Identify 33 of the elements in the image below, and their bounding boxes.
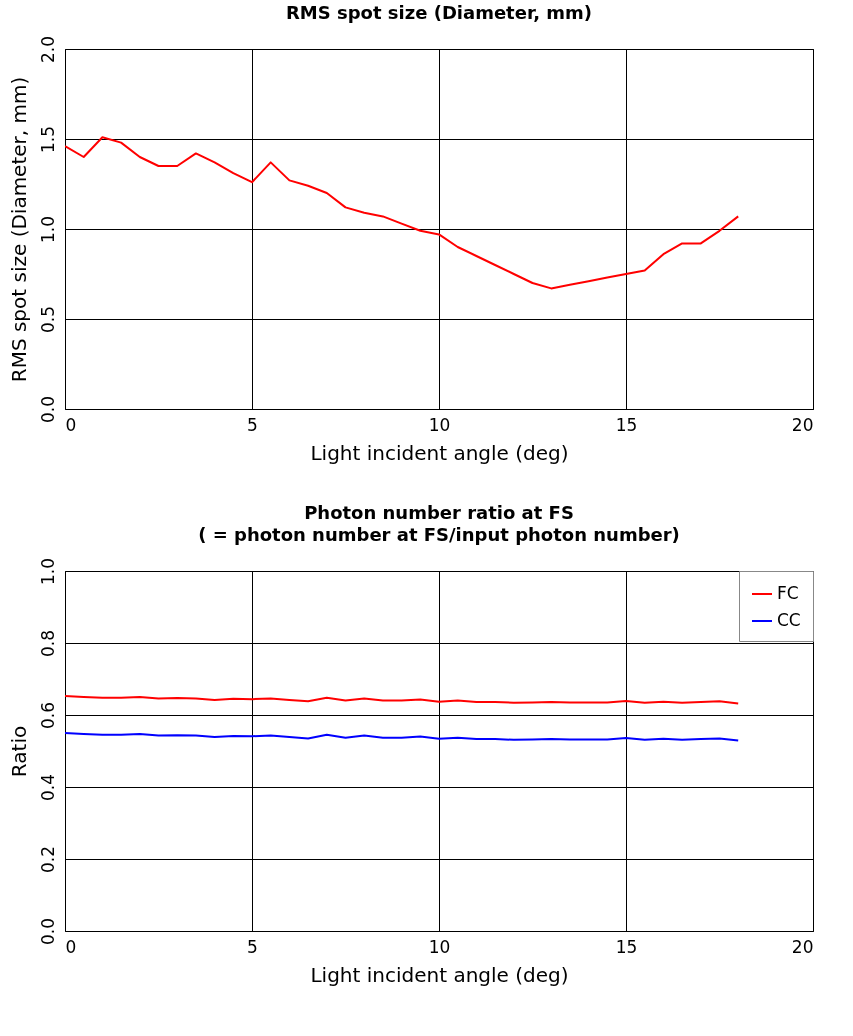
line-series <box>65 732 740 742</box>
chart-subtitle: ( = photon number at FS/input photon number) <box>198 524 680 546</box>
y-tick-label: 0.6 <box>37 701 58 730</box>
y-tick-label: 2.0 <box>37 35 58 64</box>
x-tick-label: 10 <box>428 414 451 435</box>
line-series <box>65 136 740 290</box>
y-axis-title: Ratio <box>6 725 31 778</box>
x-tick-label: 10 <box>428 936 451 957</box>
y-tick-label: 0.8 <box>37 629 58 658</box>
x-tick-label: 20 <box>791 414 814 435</box>
y-tick-label: 0.5 <box>37 305 58 334</box>
y-tick-label: 0.2 <box>37 845 58 874</box>
chart-title: Photon number ratio at FS <box>304 502 574 524</box>
x-tick-label: 5 <box>247 414 258 435</box>
y-tick-label: 0.0 <box>37 395 58 424</box>
x-axis-title: Light incident angle (deg) <box>310 962 569 987</box>
y-tick-label: 0.0 <box>37 917 58 946</box>
x-axis-title: Light incident angle (deg) <box>310 440 569 465</box>
x-tick-label: 0 <box>65 414 77 435</box>
x-tick-label: 5 <box>247 936 258 957</box>
legend-label: CC <box>777 610 801 630</box>
y-tick-label: 1.0 <box>37 215 58 244</box>
chart-title: RMS spot size (Diameter, mm) <box>285 2 593 24</box>
y-tick-label: 1.5 <box>37 125 58 154</box>
x-tick-label: 0 <box>65 936 77 957</box>
x-tick-label: 15 <box>615 936 638 957</box>
y-tick-label: 0.4 <box>37 773 58 802</box>
x-tick-label: 20 <box>791 936 814 957</box>
line-series <box>65 694 740 705</box>
legend-label: FC <box>777 583 799 603</box>
x-tick-label: 15 <box>615 414 638 435</box>
y-axis-title: RMS spot size (Diameter, mm) <box>6 76 31 383</box>
y-tick-label: 1.0 <box>37 557 58 586</box>
